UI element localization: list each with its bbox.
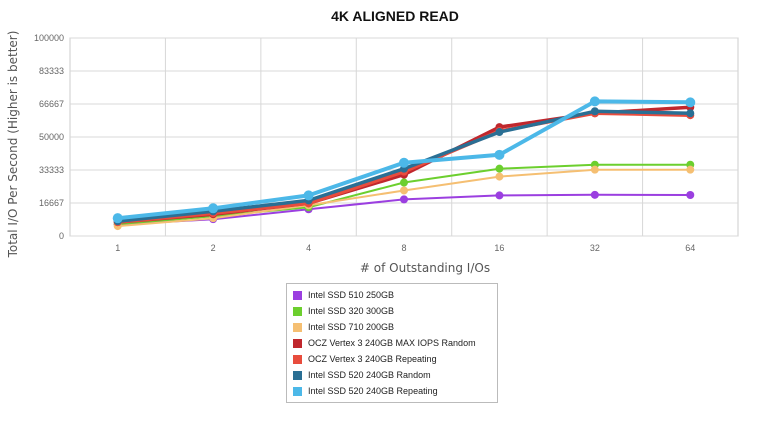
legend-item: OCZ Vertex 3 240GB MAX IOPS Random bbox=[287, 335, 497, 351]
x-tick-label: 2 bbox=[211, 243, 216, 253]
series-7 bbox=[112, 96, 696, 224]
y-axis-label: Total I/O Per Second (Higher is better) bbox=[6, 31, 20, 259]
data-point bbox=[590, 165, 599, 174]
legend: Intel SSD 510 250GB Intel SSD 320 300GB In… bbox=[286, 283, 498, 403]
legend-swatch bbox=[293, 354, 302, 364]
data-point bbox=[686, 109, 695, 118]
legend-swatch bbox=[293, 370, 302, 380]
x-tick-label: 8 bbox=[401, 243, 406, 253]
legend-label: Intel SSD 510 250GB bbox=[308, 290, 395, 300]
x-tick-label: 4 bbox=[306, 243, 311, 253]
data-point bbox=[400, 186, 408, 195]
legend-label: OCZ Vertex 3 240GB MAX IOPS Random bbox=[308, 338, 476, 348]
series-layer bbox=[112, 96, 696, 231]
data-point bbox=[495, 191, 504, 200]
legend-swatch bbox=[293, 338, 302, 348]
data-point bbox=[400, 195, 408, 204]
y-tick-label: 50000 bbox=[39, 132, 64, 142]
chart-title: 4K ALIGNED READ bbox=[331, 8, 459, 24]
data-point bbox=[495, 172, 504, 181]
legend-swatch bbox=[293, 290, 302, 300]
legend-item: Intel SSD 520 240GB Repeating bbox=[287, 383, 497, 399]
y-tick-label: 66667 bbox=[39, 99, 64, 109]
data-point bbox=[112, 213, 123, 224]
x-tick-label: 64 bbox=[685, 243, 695, 253]
y-axis-ticks: 0 16667 33333 50000 66667 83333 100000 bbox=[34, 33, 64, 241]
x-axis-label: # of Outstanding I/Os bbox=[360, 261, 490, 275]
legend-item: Intel SSD 520 240GB Random bbox=[287, 367, 497, 383]
legend-item: Intel SSD 510 250GB bbox=[287, 287, 497, 303]
legend-swatch bbox=[293, 386, 302, 396]
y-tick-label: 0 bbox=[59, 231, 64, 241]
x-axis-ticks: 1 2 4 8 16 32 64 bbox=[115, 243, 695, 253]
data-point bbox=[590, 190, 599, 199]
y-tick-label: 100000 bbox=[34, 33, 64, 43]
x-tick-label: 16 bbox=[494, 243, 504, 253]
x-tick-label: 1 bbox=[115, 243, 120, 253]
legend-item: Intel SSD 710 200GB bbox=[287, 319, 497, 335]
data-point bbox=[208, 203, 219, 214]
legend-item: OCZ Vertex 3 240GB Repeating bbox=[287, 351, 497, 367]
y-tick-label: 83333 bbox=[39, 66, 64, 76]
legend-swatch bbox=[293, 322, 302, 332]
data-point bbox=[685, 97, 696, 108]
legend-label: Intel SSD 520 240GB Repeating bbox=[308, 386, 438, 396]
data-point bbox=[589, 96, 600, 107]
legend-label: Intel SSD 320 300GB bbox=[308, 306, 395, 316]
data-point bbox=[495, 128, 504, 137]
data-point bbox=[399, 157, 409, 168]
legend-label: Intel SSD 710 200GB bbox=[308, 322, 395, 332]
data-point bbox=[303, 190, 314, 201]
data-point bbox=[686, 165, 695, 174]
legend-label: OCZ Vertex 3 240GB Repeating bbox=[308, 354, 437, 364]
x-tick-label: 32 bbox=[590, 243, 600, 253]
legend-label: Intel SSD 520 240GB Random bbox=[308, 370, 431, 380]
data-point bbox=[590, 107, 599, 116]
y-tick-label: 16667 bbox=[39, 198, 64, 208]
y-tick-label: 33333 bbox=[39, 165, 64, 175]
data-point bbox=[400, 178, 408, 187]
data-point bbox=[494, 149, 505, 160]
legend-item: Intel SSD 320 300GB bbox=[287, 303, 497, 319]
data-point bbox=[495, 164, 504, 173]
legend-swatch bbox=[293, 306, 302, 316]
data-point bbox=[686, 191, 695, 200]
